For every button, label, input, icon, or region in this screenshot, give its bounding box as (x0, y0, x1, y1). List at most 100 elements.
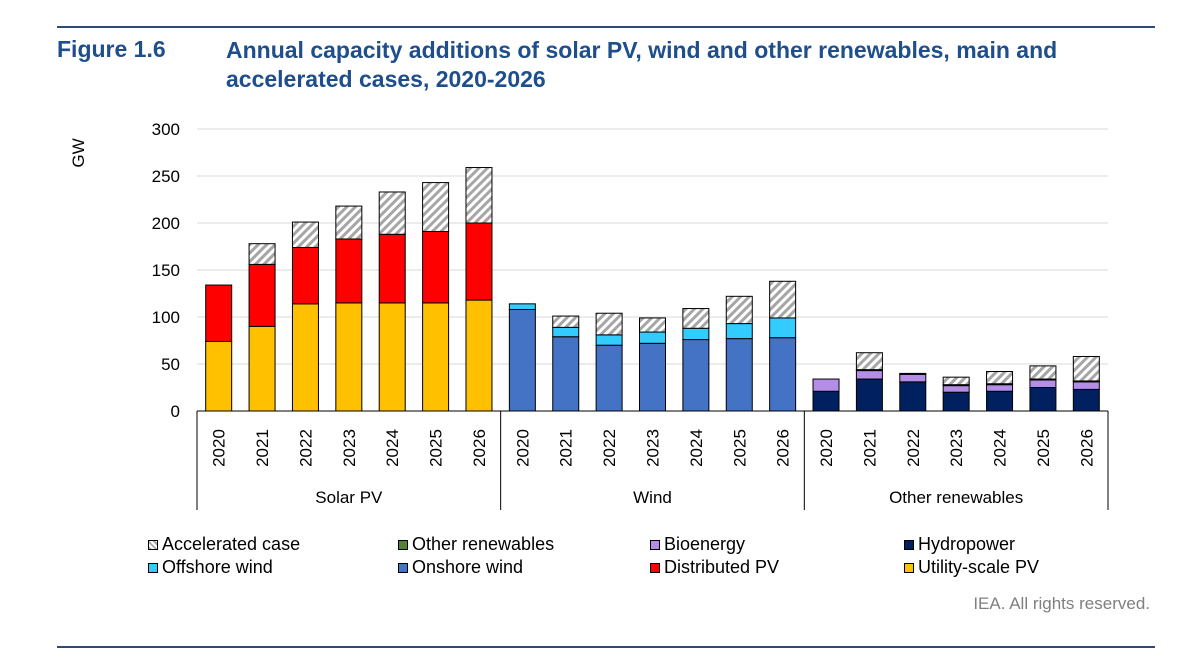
x-tick-label: 2025 (1034, 429, 1053, 467)
bar-segment (465, 222, 493, 301)
bar-segment (291, 246, 319, 305)
bar-segment (682, 327, 710, 341)
bar-segment (552, 326, 580, 338)
y-tick-label: 50 (161, 355, 180, 374)
bar-segment (291, 221, 319, 248)
bar-segment (422, 182, 450, 232)
legend-item: Bioenergy (650, 534, 745, 555)
group-label: Wind (633, 488, 672, 507)
legend-label: Utility-scale PV (918, 557, 1040, 577)
legend-label: Onshore wind (412, 557, 524, 577)
chart-legend: Accelerated case Other renewables Bioenerg… (148, 534, 1148, 584)
bar-segment (248, 263, 276, 327)
bar-segment (552, 336, 580, 412)
legend-label: Distributed PV (664, 557, 780, 577)
x-tick-label: 2024 (383, 429, 402, 467)
bar-segment (986, 390, 1014, 412)
bar-segment (291, 303, 319, 412)
bar-segment (595, 344, 623, 412)
bar-segment (248, 243, 276, 265)
figure-number: Figure 1.6 (57, 36, 166, 62)
legend-swatch (904, 539, 914, 550)
bar-segment (205, 284, 233, 342)
legend-item: Hydropower (904, 534, 1015, 555)
bar-segment (942, 376, 970, 386)
x-tick-label: 2022 (296, 429, 315, 467)
bar-segment (639, 317, 666, 333)
legend-item: Distributed PV (650, 557, 779, 578)
x-tick-label: 2025 (427, 429, 446, 467)
group-label: Solar PV (315, 488, 383, 507)
y-tick-label: 200 (152, 214, 180, 233)
bar-segment (335, 205, 363, 240)
group-label: Other renewables (889, 488, 1023, 507)
legend-swatch (398, 562, 408, 573)
legend-item: Utility-scale PV (904, 557, 1039, 578)
bar-segment (725, 338, 753, 412)
bar-segment (1029, 387, 1057, 412)
bar-segment (682, 308, 710, 329)
x-tick-label: 2021 (860, 429, 879, 467)
credit-text: IEA. All rights reserved. (973, 594, 1150, 613)
y-tick-label: 300 (152, 120, 180, 139)
bar-segment (769, 280, 797, 319)
x-tick-label: 2020 (513, 429, 532, 467)
bar-segment (1029, 365, 1057, 380)
bar-segment (508, 303, 536, 310)
bar-segment (639, 331, 666, 344)
bar-segment (769, 337, 797, 412)
x-tick-label: 2024 (991, 429, 1010, 467)
legend-swatch (650, 562, 660, 573)
x-tick-label: 2023 (947, 429, 966, 467)
bar-segment (1072, 381, 1100, 390)
bar-segment (855, 352, 883, 371)
x-tick-label: 2025 (730, 429, 749, 467)
bar-segment (855, 370, 883, 380)
legend-label: Offshore wind (162, 557, 273, 577)
y-tick-label: 0 (171, 402, 180, 421)
x-tick-label: 2021 (557, 429, 576, 467)
figure-title: Annual capacity additions of solar PV, w… (226, 37, 1058, 92)
bar-segment (942, 385, 970, 393)
bar-segment (508, 308, 536, 412)
legend-item: Onshore wind (398, 557, 523, 578)
y-tick-label: 150 (152, 261, 180, 280)
x-tick-label: 2024 (687, 429, 706, 467)
bar-segment (725, 295, 753, 325)
legend-swatch (904, 562, 914, 573)
legend-item: Other renewables (398, 534, 554, 555)
x-tick-label: 2022 (904, 429, 923, 467)
bar-segment (422, 302, 450, 412)
bar-segment (1072, 388, 1100, 412)
legend-label: Accelerated case (162, 534, 301, 554)
bar-segment (899, 373, 927, 383)
bar-segment (725, 323, 753, 340)
bar-segment (1029, 379, 1057, 389)
y-tick-label: 100 (152, 308, 180, 327)
bar-segment (335, 238, 363, 304)
bar-segment (378, 233, 406, 304)
x-tick-label: 2026 (1077, 429, 1096, 467)
legend-label: Other renewables (412, 534, 555, 554)
bar-segment (595, 312, 623, 336)
legend-swatch (650, 539, 660, 550)
bar-segment (899, 372, 927, 375)
bar-segment (422, 230, 450, 304)
bar-segment (378, 302, 406, 412)
bar-segment (855, 378, 883, 412)
x-tick-label: 2023 (644, 429, 663, 467)
bar-segment (335, 302, 363, 412)
bar-segment (465, 167, 493, 224)
legend-item: Offshore wind (148, 557, 273, 578)
legend-item: Accelerated case (148, 534, 300, 555)
x-tick-label: 2020 (817, 429, 836, 467)
bar-segment (986, 384, 1014, 392)
bar-segment (1072, 355, 1100, 382)
x-tick-label: 2020 (210, 429, 229, 467)
bar-segment (899, 381, 927, 412)
bar-segment (812, 378, 840, 392)
legend-swatch (148, 562, 158, 573)
x-tick-label: 2026 (774, 429, 793, 467)
bar-segment (986, 371, 1014, 385)
bar-segment (595, 334, 623, 346)
